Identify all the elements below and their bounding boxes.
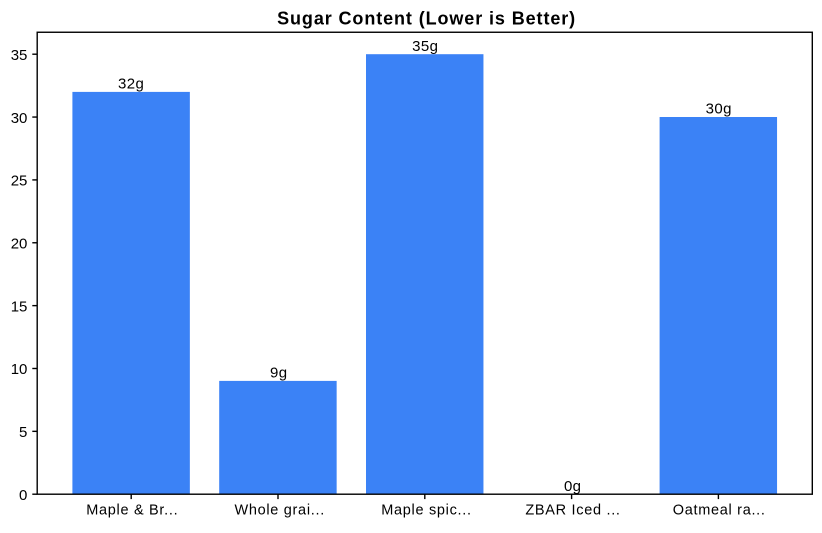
svg-text:5: 5 xyxy=(19,424,27,441)
svg-text:20: 20 xyxy=(11,236,28,253)
svg-text:ZBAR Iced ...: ZBAR Iced ... xyxy=(525,503,620,519)
svg-text:0g: 0g xyxy=(564,478,582,495)
svg-text:9g: 9g xyxy=(270,365,288,382)
svg-text:Sugar Content (Lower is Better: Sugar Content (Lower is Better) xyxy=(277,9,576,29)
svg-text:10: 10 xyxy=(11,361,28,378)
svg-text:35: 35 xyxy=(11,47,28,64)
svg-text:Maple & Br...: Maple & Br... xyxy=(86,503,178,519)
svg-text:35g: 35g xyxy=(412,38,438,55)
svg-text:30g: 30g xyxy=(706,101,732,118)
svg-text:Maple spic...: Maple spic... xyxy=(381,503,472,519)
svg-text:15: 15 xyxy=(11,298,28,315)
svg-text:Whole grai...: Whole grai... xyxy=(234,503,325,519)
svg-text:25: 25 xyxy=(11,173,28,190)
svg-text:30: 30 xyxy=(11,110,28,127)
svg-text:0: 0 xyxy=(19,487,27,504)
svg-text:32g: 32g xyxy=(118,76,144,93)
svg-text:Oatmeal ra...: Oatmeal ra... xyxy=(673,503,766,519)
